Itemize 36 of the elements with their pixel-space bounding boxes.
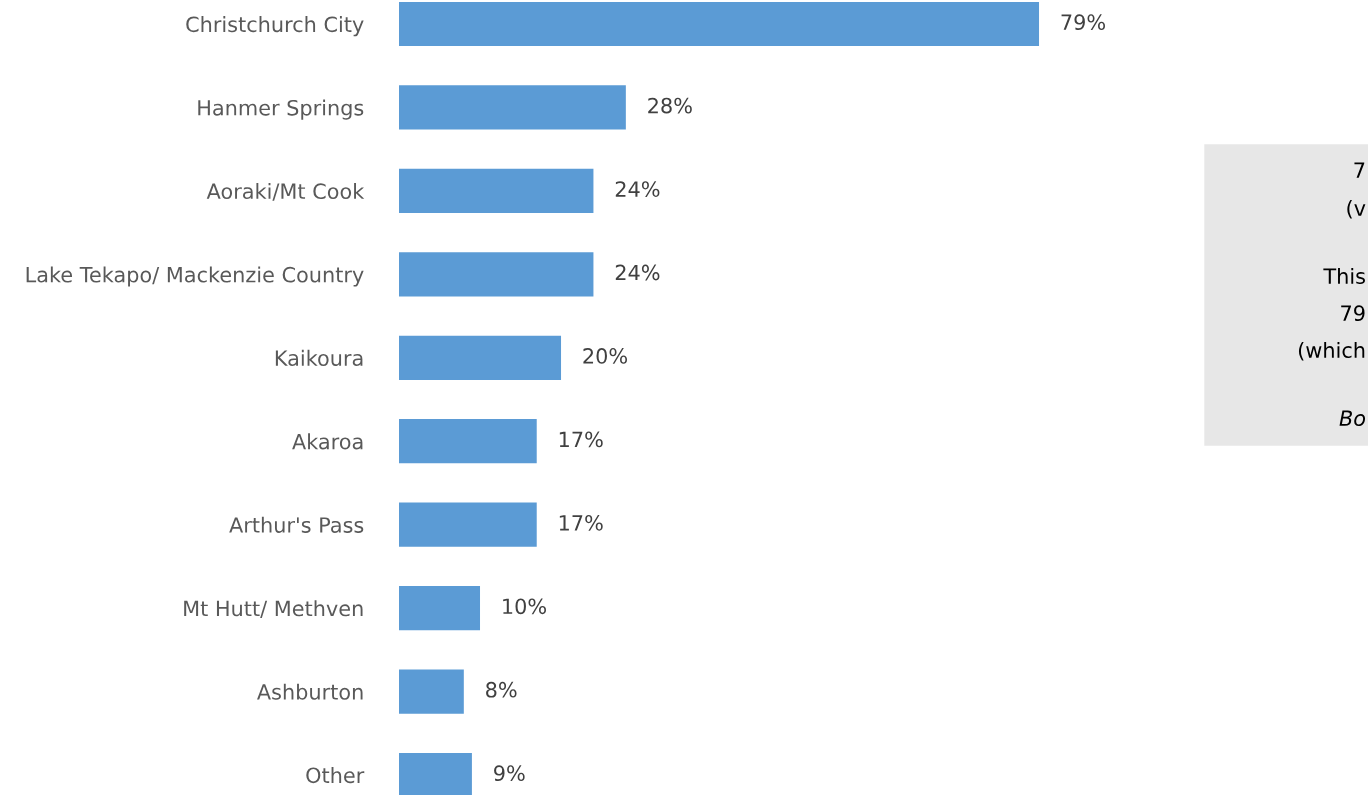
text: This bbox=[1323, 267, 1365, 285]
bar bbox=[399, 168, 594, 213]
data-label: 17% bbox=[559, 431, 603, 448]
y-tick-label: Aoraki/Mt Cook bbox=[206, 182, 365, 201]
data-label: 24% bbox=[615, 264, 660, 281]
text: 7 bbox=[1354, 162, 1365, 178]
data-label: 9% bbox=[494, 765, 525, 782]
data-label: 20% bbox=[583, 348, 628, 364]
text: 79 bbox=[1341, 305, 1365, 322]
y-tick-label: Arthur's Pass bbox=[229, 516, 364, 533]
data-label: 10% bbox=[503, 598, 546, 615]
y-tick-label: Ashburton bbox=[257, 683, 363, 700]
y-tick-label: Lake Tekapo/ Mackenzie Country bbox=[26, 266, 364, 287]
y-tick-label: Mt Hutt/ Methven bbox=[184, 600, 363, 618]
bar bbox=[399, 669, 464, 714]
y-tick-label: Akaroa bbox=[292, 433, 363, 450]
data-label: 28% bbox=[648, 97, 692, 114]
bar bbox=[399, 586, 481, 631]
text: (v bbox=[1347, 199, 1366, 219]
bar bbox=[399, 752, 472, 795]
data-label: 79% bbox=[1061, 14, 1106, 31]
bar bbox=[399, 335, 562, 380]
text: Bo bbox=[1339, 410, 1366, 427]
y-tick-label: Other bbox=[306, 767, 365, 784]
bar bbox=[399, 252, 594, 297]
data-label: 24% bbox=[615, 181, 660, 197]
y-tick-label: Kaikoura bbox=[275, 349, 363, 366]
data-label: 8% bbox=[486, 681, 517, 698]
data-label: 17% bbox=[559, 514, 603, 531]
y-tick-label: Christchurch City bbox=[186, 16, 364, 37]
bar bbox=[399, 1, 1040, 47]
bar bbox=[399, 85, 626, 130]
bar bbox=[399, 502, 537, 547]
bar bbox=[399, 419, 537, 464]
y-tick-label: Hanmer Springs bbox=[198, 99, 364, 120]
text: (which bbox=[1298, 341, 1365, 361]
